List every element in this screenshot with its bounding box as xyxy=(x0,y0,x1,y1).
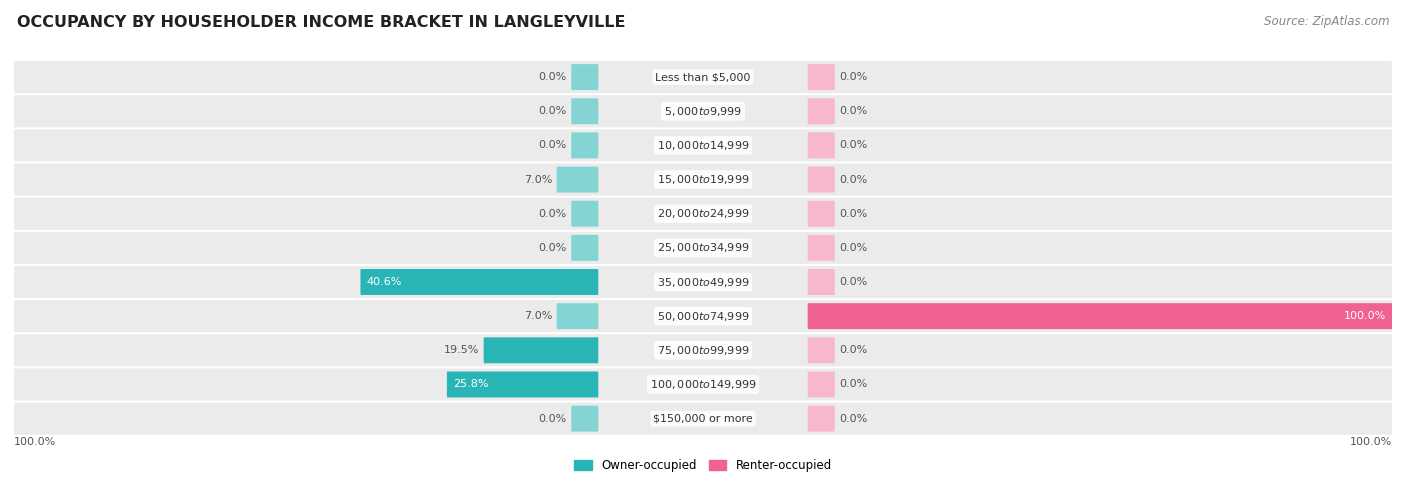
Text: $35,000 to $49,999: $35,000 to $49,999 xyxy=(657,276,749,289)
Text: 0.0%: 0.0% xyxy=(839,277,868,287)
FancyBboxPatch shape xyxy=(447,371,599,398)
Text: $75,000 to $99,999: $75,000 to $99,999 xyxy=(657,344,749,357)
FancyBboxPatch shape xyxy=(807,201,835,226)
FancyBboxPatch shape xyxy=(807,269,835,295)
Text: $50,000 to $74,999: $50,000 to $74,999 xyxy=(657,310,749,323)
FancyBboxPatch shape xyxy=(807,98,835,124)
FancyBboxPatch shape xyxy=(807,303,1392,329)
FancyBboxPatch shape xyxy=(14,61,1392,93)
Text: 0.0%: 0.0% xyxy=(538,106,567,116)
FancyBboxPatch shape xyxy=(14,368,1392,400)
FancyBboxPatch shape xyxy=(14,129,1392,161)
Text: $20,000 to $24,999: $20,000 to $24,999 xyxy=(657,207,749,220)
Text: 0.0%: 0.0% xyxy=(839,106,868,116)
FancyBboxPatch shape xyxy=(571,98,599,124)
FancyBboxPatch shape xyxy=(14,232,1392,264)
Text: $15,000 to $19,999: $15,000 to $19,999 xyxy=(657,173,749,186)
FancyBboxPatch shape xyxy=(571,201,599,226)
Text: 0.0%: 0.0% xyxy=(839,414,868,424)
FancyBboxPatch shape xyxy=(807,406,835,432)
Text: 0.0%: 0.0% xyxy=(538,208,567,219)
Text: 0.0%: 0.0% xyxy=(839,174,868,185)
Text: 19.5%: 19.5% xyxy=(444,346,479,355)
Text: Source: ZipAtlas.com: Source: ZipAtlas.com xyxy=(1264,15,1389,28)
FancyBboxPatch shape xyxy=(807,132,835,158)
Text: $25,000 to $34,999: $25,000 to $34,999 xyxy=(657,242,749,254)
Text: $10,000 to $14,999: $10,000 to $14,999 xyxy=(657,139,749,152)
Text: 0.0%: 0.0% xyxy=(839,208,868,219)
Text: OCCUPANCY BY HOUSEHOLDER INCOME BRACKET IN LANGLEYVILLE: OCCUPANCY BY HOUSEHOLDER INCOME BRACKET … xyxy=(17,15,626,30)
Text: 0.0%: 0.0% xyxy=(839,380,868,389)
Text: 7.0%: 7.0% xyxy=(524,311,553,321)
FancyBboxPatch shape xyxy=(557,167,599,192)
FancyBboxPatch shape xyxy=(14,402,1392,434)
FancyBboxPatch shape xyxy=(807,64,835,90)
FancyBboxPatch shape xyxy=(14,198,1392,230)
Text: 0.0%: 0.0% xyxy=(839,243,868,253)
FancyBboxPatch shape xyxy=(571,64,599,90)
Text: 100.0%: 100.0% xyxy=(14,437,56,448)
Text: 100.0%: 100.0% xyxy=(1350,437,1392,448)
FancyBboxPatch shape xyxy=(14,334,1392,366)
Text: 7.0%: 7.0% xyxy=(524,174,553,185)
Text: 25.8%: 25.8% xyxy=(453,380,489,389)
FancyBboxPatch shape xyxy=(807,337,835,364)
Text: $100,000 to $149,999: $100,000 to $149,999 xyxy=(650,378,756,391)
Text: 40.6%: 40.6% xyxy=(367,277,402,287)
Text: $150,000 or more: $150,000 or more xyxy=(654,414,752,424)
FancyBboxPatch shape xyxy=(14,300,1392,332)
Text: 0.0%: 0.0% xyxy=(839,72,868,82)
FancyBboxPatch shape xyxy=(807,235,835,261)
FancyBboxPatch shape xyxy=(360,269,599,295)
Text: 0.0%: 0.0% xyxy=(538,140,567,150)
Legend: Owner-occupied, Renter-occupied: Owner-occupied, Renter-occupied xyxy=(569,454,837,477)
FancyBboxPatch shape xyxy=(557,303,599,329)
FancyBboxPatch shape xyxy=(571,406,599,432)
Text: $5,000 to $9,999: $5,000 to $9,999 xyxy=(664,105,742,118)
FancyBboxPatch shape xyxy=(14,163,1392,195)
Text: Less than $5,000: Less than $5,000 xyxy=(655,72,751,82)
Text: 0.0%: 0.0% xyxy=(538,243,567,253)
Text: 0.0%: 0.0% xyxy=(839,346,868,355)
Text: 100.0%: 100.0% xyxy=(1344,311,1386,321)
Text: 0.0%: 0.0% xyxy=(839,140,868,150)
FancyBboxPatch shape xyxy=(571,132,599,158)
FancyBboxPatch shape xyxy=(14,95,1392,127)
Text: 0.0%: 0.0% xyxy=(538,414,567,424)
FancyBboxPatch shape xyxy=(807,371,835,398)
FancyBboxPatch shape xyxy=(571,235,599,261)
Text: 0.0%: 0.0% xyxy=(538,72,567,82)
FancyBboxPatch shape xyxy=(807,167,835,192)
FancyBboxPatch shape xyxy=(484,337,599,364)
FancyBboxPatch shape xyxy=(14,266,1392,298)
